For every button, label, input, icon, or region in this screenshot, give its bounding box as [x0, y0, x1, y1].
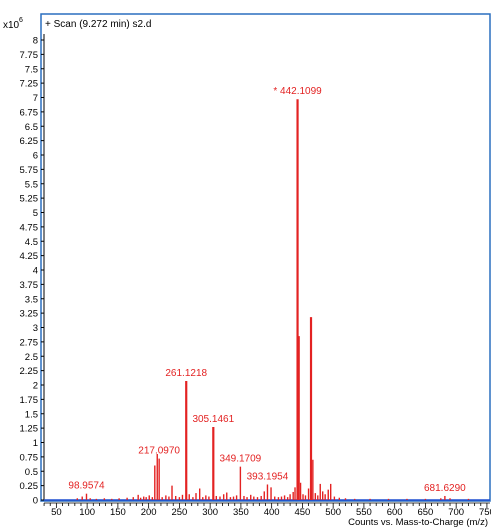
y-tick-label: 6.25 [20, 136, 39, 147]
y-tick-label: 5.25 [20, 194, 39, 205]
peak-label: 98.9574 [68, 481, 105, 492]
y-tick-label: 3.5 [25, 294, 38, 305]
y-tick-label: 3 [33, 323, 38, 334]
scan-title: + Scan (9.272 min) s2.d [45, 19, 151, 30]
y-tick-label: 0 [33, 496, 38, 507]
x-tick-label: 350 [233, 507, 249, 518]
y-multiplier-exponent: 6 [19, 17, 23, 24]
x-tick-label: 500 [325, 507, 341, 518]
peak-label: 305.1461 [192, 414, 234, 425]
y-tick-label: 6 [33, 151, 38, 162]
y-tick-label: 2 [33, 381, 38, 392]
y-tick-label: 2.75 [20, 337, 39, 348]
y-tick-label: 6.75 [20, 107, 39, 118]
x-axis-title: Counts vs. Mass-to-Charge (m/z) [348, 517, 488, 527]
y-tick-label: 4.25 [20, 251, 39, 262]
x-tick-label: 700 [448, 507, 464, 518]
x-tick-label: 650 [417, 507, 433, 518]
x-tick-label: 50 [51, 507, 62, 518]
y-tick-label: 8 [33, 36, 38, 47]
y-multiplier-label: x10 [3, 20, 20, 31]
peak-label: 349.1709 [220, 454, 262, 465]
x-tick-label: 250 [171, 507, 187, 518]
x-tick-label: 100 [79, 507, 95, 518]
y-tick-label: 4 [33, 266, 38, 277]
peak-label: 681.6290 [424, 483, 466, 494]
x-tick-label: 550 [356, 507, 372, 518]
peak-label: 393.1954 [247, 471, 289, 482]
y-tick-label: 1.75 [20, 395, 39, 406]
x-tick-label: 150 [110, 507, 126, 518]
y-tick-label: 0.5 [25, 467, 38, 478]
y-tick-label: 5 [33, 208, 38, 219]
y-tick-label: 2.5 [25, 352, 38, 363]
spectrum-peaks [76, 99, 470, 500]
y-axis: 0 0.25 0.5 0.75 1 1.25 1.5 1.75 2 2.25 2.5 2.75 3 3.2… [20, 34, 45, 507]
y-tick-label: 7.75 [20, 50, 39, 61]
y-tick-label: 4.75 [20, 222, 39, 233]
peak-label: 217.0970 [138, 446, 180, 457]
y-tick-label: 5.5 [25, 179, 38, 190]
y-tick-label: 1.5 [25, 409, 38, 420]
x-tick-label: 600 [387, 507, 403, 518]
x-tick-label: 300 [202, 507, 218, 518]
peak-annotations: 98.9574 217.0970 261.1218 305.1461 349.1709 3… [68, 86, 466, 494]
plot-frame [40, 13, 491, 502]
y-tick-label: 3.25 [20, 309, 39, 320]
y-tick-label: 3.75 [20, 280, 39, 291]
y-tick-label: 0.75 [20, 452, 39, 463]
peak-label: 261.1218 [165, 368, 207, 379]
y-tick-label: 0.25 [20, 481, 39, 492]
y-tick-label: 4.5 [25, 237, 38, 248]
y-tick-label: 1.25 [20, 424, 39, 435]
x-tick-label: 450 [294, 507, 310, 518]
y-tick-label: 7 [33, 93, 38, 104]
y-tick-label: 1 [33, 438, 38, 449]
x-tick-label: 750 [479, 507, 491, 518]
x-tick-label: 200 [141, 507, 157, 518]
x-tick-label: 400 [264, 507, 280, 518]
y-tick-label: 6.5 [25, 122, 38, 133]
y-tick-label: 5.75 [20, 165, 39, 176]
y-tick-label: 2.25 [20, 366, 39, 377]
x-axis: 50 100 150 200 250 300 350 400 450 500 550 600 650 70… [43, 499, 491, 518]
peak-label: * 442.1099 [273, 86, 322, 97]
y-tick-label: 7.5 [25, 64, 38, 75]
y-tick-label: 7.25 [20, 79, 39, 90]
